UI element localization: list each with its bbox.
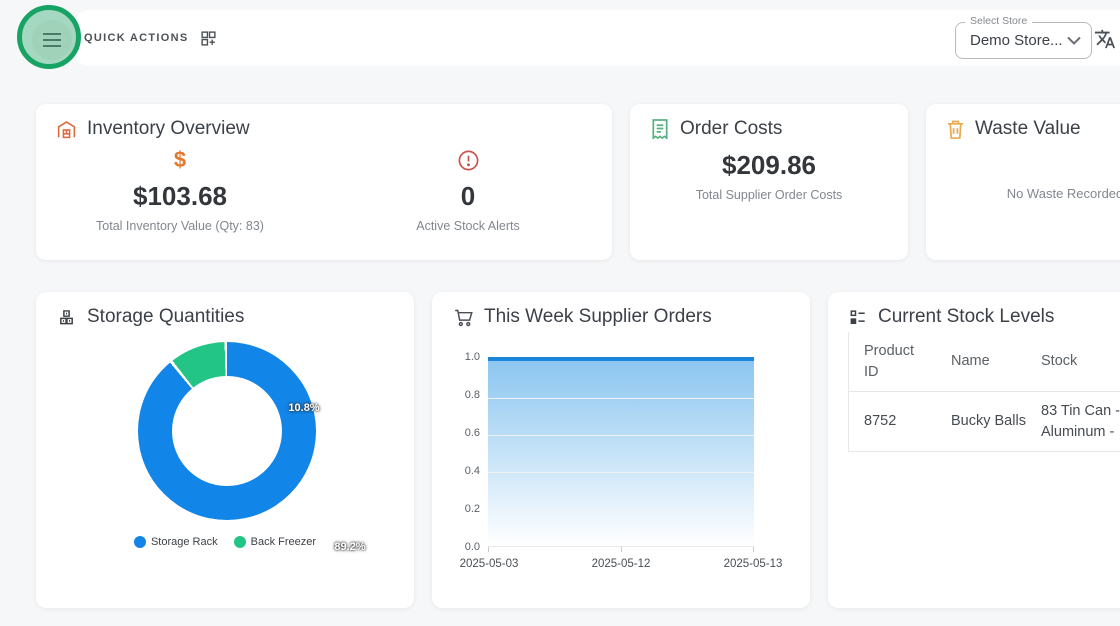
stock-alerts-stat: 0 Active Stock Alerts — [324, 146, 612, 233]
y-tick: 0.0 — [464, 541, 480, 553]
storage-quantities-title: Storage Quantities — [87, 306, 245, 327]
inventory-value: $103.68 — [133, 181, 227, 211]
alert-icon — [457, 149, 480, 172]
inventory-value-caption: Total Inventory Value (Qty: 83) — [96, 219, 264, 233]
store-select-label: Select Store — [965, 15, 1033, 27]
table-row: 8752 Bucky Balls 83 Tin Can - Aluminum - — [849, 392, 1120, 453]
donut-chart: 10.8% 89.2% — [138, 342, 366, 553]
cell-name: Bucky Balls — [951, 413, 1026, 430]
stock-alerts-caption: Active Stock Alerts — [416, 219, 520, 233]
supplier-orders-card: This Week Supplier Orders 1.0 0.8 0.6 0.… — [432, 292, 810, 608]
x-tick: 2025-05-13 — [723, 558, 783, 570]
order-costs-title: Order Costs — [680, 118, 783, 139]
dashboard-customize-icon — [200, 30, 217, 47]
store-select-value: Demo Store... — [970, 32, 1063, 49]
top-app-bar: QUICK ACTIONS Select Store Demo Store... — [76, 10, 1120, 66]
storage-quantities-card: Storage Quantities 10.8% 89.2% Storage R… — [36, 292, 414, 608]
quick-actions-button[interactable]: QUICK ACTIONS — [84, 30, 217, 47]
donut-legend: Storage Rack Back Freezer — [36, 536, 414, 548]
legend-item-back-freezer: Back Freezer — [233, 536, 316, 548]
list-details-icon — [848, 307, 868, 327]
y-tick: 0.2 — [464, 503, 480, 515]
store-select-dropdown[interactable]: Select Store Demo Store... — [955, 15, 1092, 59]
trash-icon — [946, 119, 965, 140]
stock-table: Product ID Name Stock 8752 Bucky Balls 8… — [848, 332, 1120, 453]
translate-icon — [1094, 28, 1116, 50]
legend-item-storage-rack: Storage Rack — [133, 536, 218, 548]
order-costs-value: $209.86 — [722, 150, 816, 180]
translate-button[interactable] — [1092, 26, 1118, 52]
x-tick: 2025-05-12 — [591, 558, 651, 570]
current-stock-levels-card: Current Stock Levels Product ID Name Sto… — [828, 292, 1120, 608]
stock-levels-title: Current Stock Levels — [878, 306, 1055, 327]
y-tick: 0.6 — [464, 427, 480, 439]
shopping-cart-icon — [452, 307, 474, 328]
cell-stock: 83 Tin Can - Aluminum - — [1041, 403, 1120, 440]
order-costs-caption: Total Supplier Order Costs — [695, 188, 843, 202]
legend-swatch — [133, 536, 146, 548]
y-tick: 1.0 — [464, 351, 480, 363]
inventory-overview-card: Inventory Overview $ $103.68 Total Inven… — [36, 104, 612, 260]
donut-slice-label-storage-rack: 89.2% — [334, 541, 366, 553]
y-tick: 0.4 — [464, 465, 480, 477]
storage-boxes-icon — [56, 307, 77, 328]
waste-empty-text: No Waste Recorded — [1006, 186, 1120, 201]
inventory-value-stat: $ $103.68 Total Inventory Value (Qty: 83… — [36, 146, 324, 233]
column-header-product-id: Product ID — [864, 343, 914, 380]
receipt-icon — [650, 118, 670, 140]
y-tick: 0.8 — [464, 389, 480, 401]
area-plot — [488, 357, 754, 547]
dollar-icon: $ — [173, 147, 187, 172]
inventory-card-title: Inventory Overview — [87, 118, 250, 139]
waste-value-card: Waste Value No Waste Recorded — [926, 104, 1120, 260]
warehouse-icon — [56, 119, 77, 140]
waste-value-title: Waste Value — [975, 118, 1081, 139]
stock-table-header: Product ID Name Stock — [849, 332, 1120, 393]
chevron-down-icon — [1067, 36, 1081, 45]
x-tick: 2025-05-03 — [459, 558, 519, 570]
column-header-name: Name — [951, 353, 990, 370]
column-header-stock: Stock — [1041, 353, 1078, 370]
hamburger-icon — [43, 33, 61, 47]
order-costs-card: Order Costs $209.86 Total Supplier Order… — [630, 104, 908, 260]
legend-swatch — [233, 536, 246, 548]
donut-slice-label-back-freezer: 10.8% — [288, 402, 320, 414]
supplier-orders-title: This Week Supplier Orders — [484, 306, 712, 327]
quick-actions-label: QUICK ACTIONS — [84, 32, 189, 44]
cell-product-id: 8752 — [864, 413, 897, 430]
stock-alerts-value: 0 — [460, 181, 476, 211]
menu-button[interactable] — [32, 20, 72, 60]
